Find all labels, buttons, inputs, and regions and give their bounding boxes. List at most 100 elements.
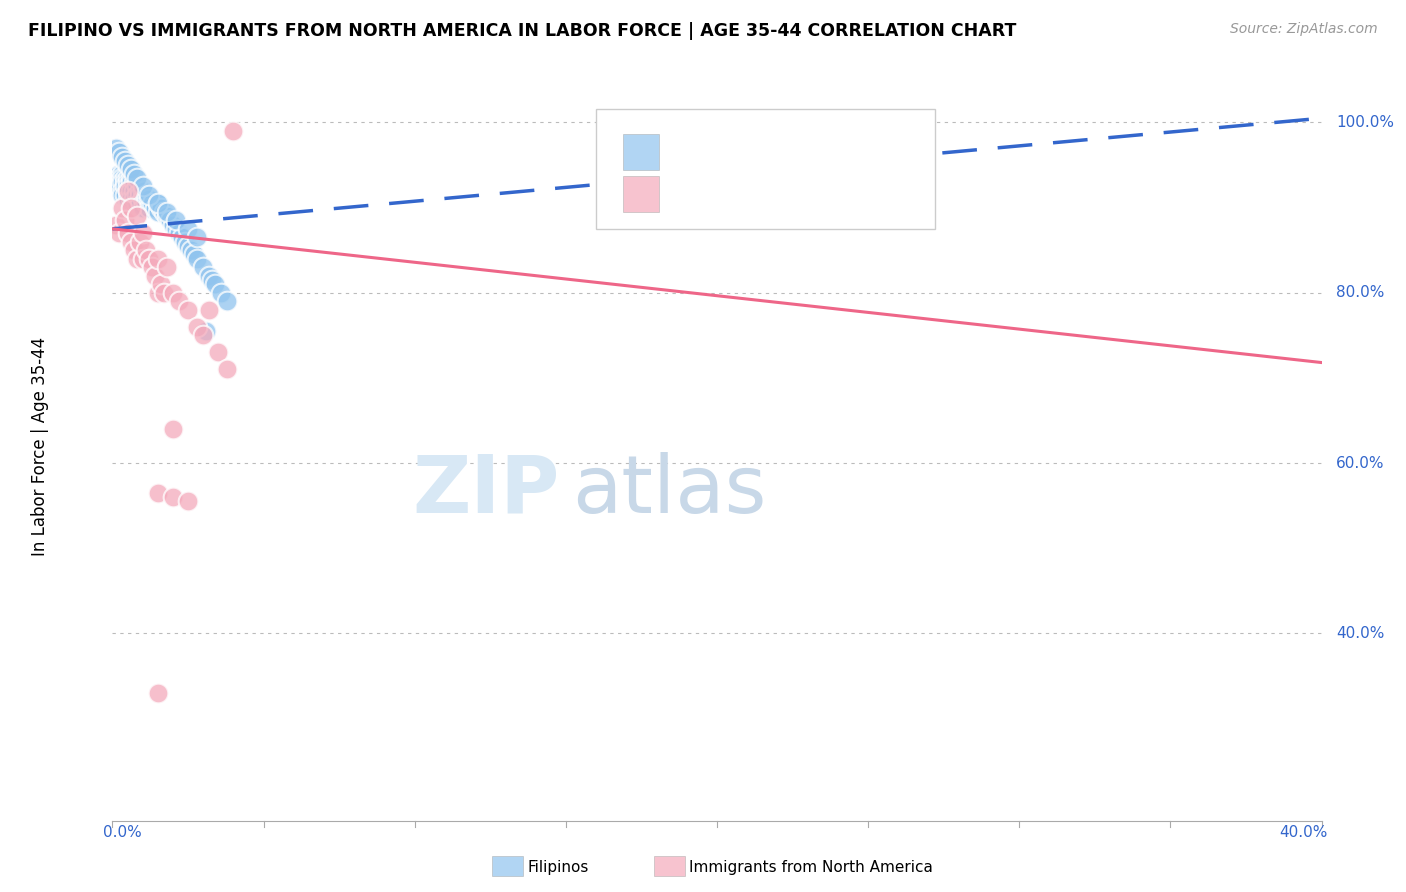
- Point: [104, 141, 127, 155]
- Point: [122, 175, 145, 189]
- Point: [125, 187, 148, 202]
- Text: atlas: atlas: [572, 452, 766, 530]
- Point: [222, 124, 245, 138]
- Point: [177, 239, 200, 253]
- Point: [107, 170, 129, 185]
- Point: [183, 247, 205, 261]
- Point: [128, 187, 150, 202]
- Point: [146, 196, 169, 211]
- Point: [167, 294, 190, 309]
- Point: [122, 167, 145, 181]
- Point: [209, 285, 232, 300]
- Point: [125, 209, 148, 223]
- Text: 60.0%: 60.0%: [1336, 456, 1385, 470]
- Point: [153, 205, 176, 219]
- Point: [114, 175, 136, 189]
- Point: [143, 201, 166, 215]
- Point: [177, 494, 200, 508]
- Point: [117, 170, 139, 185]
- Point: [117, 192, 139, 206]
- Text: Filipinos: Filipinos: [527, 860, 589, 874]
- Point: [201, 273, 224, 287]
- Text: Source: ZipAtlas.com: Source: ZipAtlas.com: [1230, 22, 1378, 37]
- Point: [170, 230, 193, 244]
- Point: [141, 196, 163, 211]
- Point: [104, 175, 127, 189]
- Point: [138, 187, 160, 202]
- Point: [162, 422, 184, 436]
- Point: [117, 184, 139, 198]
- FancyBboxPatch shape: [596, 109, 935, 228]
- FancyBboxPatch shape: [623, 177, 659, 212]
- Point: [162, 218, 184, 232]
- Point: [110, 149, 132, 163]
- Point: [198, 268, 221, 283]
- Point: [217, 294, 239, 309]
- Text: FILIPINO VS IMMIGRANTS FROM NORTH AMERICA IN LABOR FORCE | AGE 35-44 CORRELATION: FILIPINO VS IMMIGRANTS FROM NORTH AMERIC…: [28, 22, 1017, 40]
- Point: [122, 243, 145, 257]
- Point: [104, 170, 127, 185]
- Point: [120, 235, 142, 249]
- Text: 40.0%: 40.0%: [1336, 626, 1385, 640]
- Point: [114, 170, 136, 185]
- Point: [110, 187, 132, 202]
- Point: [186, 252, 208, 266]
- Point: [138, 252, 160, 266]
- Point: [132, 201, 155, 215]
- Point: [132, 192, 155, 206]
- Point: [110, 170, 132, 185]
- Point: [156, 205, 179, 219]
- Point: [153, 285, 176, 300]
- Point: [191, 260, 214, 275]
- Point: [114, 187, 136, 202]
- Point: [217, 362, 239, 376]
- Point: [114, 179, 136, 194]
- Point: [143, 268, 166, 283]
- Text: R =  0.196: R = 0.196: [673, 144, 773, 161]
- Point: [117, 179, 139, 194]
- Point: [107, 179, 129, 194]
- Point: [125, 252, 148, 266]
- Point: [128, 196, 150, 211]
- Point: [107, 145, 129, 160]
- Point: [141, 260, 163, 275]
- Point: [120, 192, 142, 206]
- Point: [149, 277, 172, 292]
- Point: [162, 285, 184, 300]
- Point: [110, 167, 132, 181]
- Text: R = -0.117: R = -0.117: [673, 186, 773, 203]
- Point: [104, 218, 127, 232]
- Point: [128, 235, 150, 249]
- Point: [114, 153, 136, 168]
- Point: [146, 485, 169, 500]
- Point: [117, 158, 139, 172]
- Text: 40.0%: 40.0%: [1279, 825, 1327, 840]
- Point: [132, 184, 155, 198]
- Point: [174, 235, 197, 249]
- Point: [146, 252, 169, 266]
- Point: [146, 196, 169, 211]
- Text: 0.0%: 0.0%: [104, 825, 142, 840]
- Point: [191, 328, 214, 343]
- Point: [120, 170, 142, 185]
- Point: [165, 222, 187, 236]
- Point: [146, 285, 169, 300]
- Point: [156, 209, 179, 223]
- Point: [122, 184, 145, 198]
- Point: [117, 175, 139, 189]
- Point: [165, 213, 187, 227]
- Text: 80.0%: 80.0%: [1336, 285, 1385, 301]
- Point: [125, 179, 148, 194]
- Point: [207, 345, 229, 359]
- Point: [120, 184, 142, 198]
- Point: [107, 167, 129, 181]
- Point: [149, 201, 172, 215]
- Point: [107, 175, 129, 189]
- Point: [117, 184, 139, 198]
- Point: [138, 201, 160, 215]
- Text: In Labor Force | Age 35-44: In Labor Force | Age 35-44: [31, 336, 49, 556]
- Text: N = 37: N = 37: [800, 186, 860, 203]
- Point: [132, 252, 155, 266]
- Point: [138, 192, 160, 206]
- Point: [132, 226, 155, 240]
